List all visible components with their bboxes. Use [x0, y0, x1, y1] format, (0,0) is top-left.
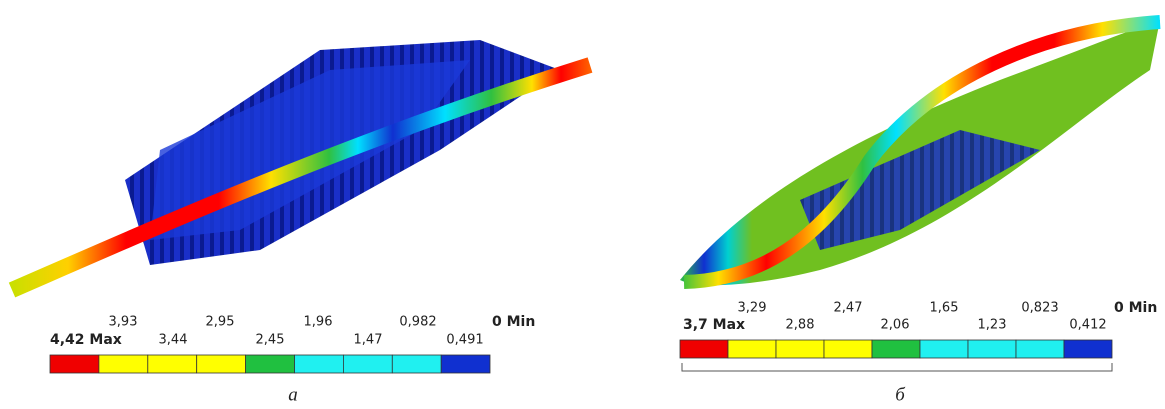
- legend-min: 0 Min: [492, 314, 535, 330]
- legend-label: 2,45: [256, 333, 285, 348]
- caption: а: [288, 384, 298, 405]
- figure: 3,93 2,95 1,96 0,982 0 Min 4,42 Max 3,44…: [0, 0, 1165, 409]
- legend-label: 2,47: [834, 301, 863, 316]
- legend-a: 3,93 2,95 1,96 0,982 0 Min 4,42 Max 3,44…: [50, 314, 535, 405]
- model-a: [12, 40, 590, 290]
- legend-label: 0,412: [1069, 318, 1106, 333]
- legend-label: 0,491: [446, 333, 483, 348]
- legend-label: 0,823: [1021, 301, 1058, 316]
- legend-label: 2,06: [881, 318, 910, 333]
- legend-label: 3,29: [738, 301, 767, 316]
- model-b: [680, 20, 1160, 285]
- legend-label: 2,88: [786, 318, 815, 333]
- legend-label: 2,95: [206, 315, 235, 330]
- legend-label: 3,93: [109, 315, 138, 330]
- legend-label: 1,96: [304, 315, 333, 330]
- legend-min: 0 Min: [1114, 300, 1157, 316]
- caption: б: [895, 384, 906, 405]
- legend-label: 1,47: [354, 333, 383, 348]
- legend-label: 3,44: [159, 333, 188, 348]
- legend-label: 1,23: [978, 318, 1007, 333]
- legend-b: 3,29 2,47 1,65 0,823 0 Min 3,7 Max 2,88 …: [680, 300, 1157, 405]
- legend-max: 4,42 Max: [50, 332, 122, 348]
- legend-max: 3,7 Max: [683, 317, 745, 333]
- legend-label: 1,65: [930, 301, 959, 316]
- legend-label: 0,982: [399, 315, 436, 330]
